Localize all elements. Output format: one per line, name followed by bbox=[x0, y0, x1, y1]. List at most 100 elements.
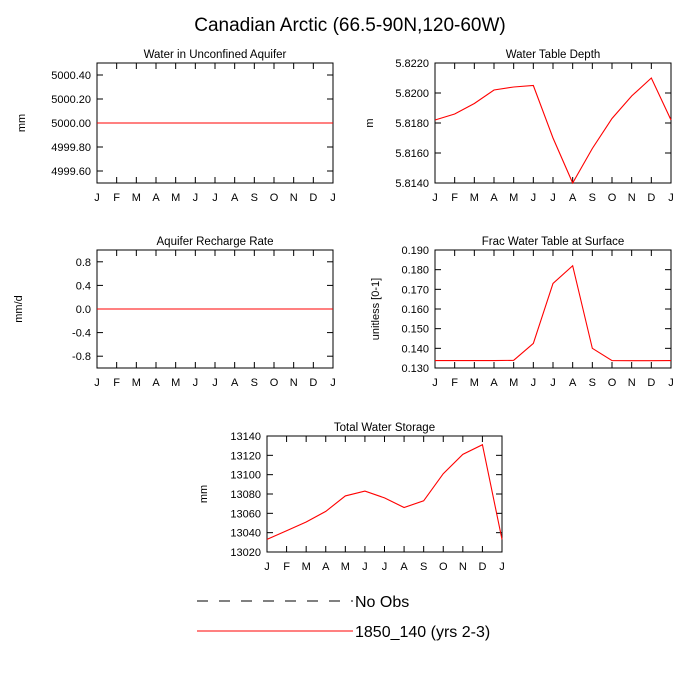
y-tick-label: 5.8220 bbox=[395, 58, 429, 70]
x-tick-label: F bbox=[451, 192, 458, 204]
x-tick-label: O bbox=[270, 192, 279, 204]
y-tick-label: 0.8 bbox=[76, 257, 91, 269]
panel-title: Water Table Depth bbox=[506, 49, 601, 61]
plot-frame bbox=[434, 249, 672, 369]
x-tick-label: A bbox=[231, 377, 239, 389]
y-axis-label: m bbox=[364, 118, 376, 127]
x-tick-label: S bbox=[251, 192, 258, 204]
x-tick-label: A bbox=[569, 192, 577, 204]
y-axis-label: mm bbox=[16, 114, 28, 132]
panel-title: Water in Unconfined Aquifer bbox=[144, 49, 287, 61]
x-tick-label: M bbox=[132, 377, 141, 389]
y-tick-label: 0.170 bbox=[401, 284, 429, 296]
y-tick-label: 0.4 bbox=[76, 280, 91, 292]
y-tick-label: 13120 bbox=[230, 450, 261, 462]
series-line bbox=[435, 264, 672, 362]
x-tick-label: D bbox=[647, 377, 655, 389]
x-tick-label: J bbox=[432, 377, 438, 389]
x-tick-label: D bbox=[647, 192, 655, 204]
x-tick-label: D bbox=[309, 192, 317, 204]
figure-title: Canadian Arctic (66.5-90N,120-60W) bbox=[194, 15, 506, 36]
x-tick-label: M bbox=[470, 192, 479, 204]
plot-frame bbox=[266, 435, 503, 553]
x-tick-label: O bbox=[439, 561, 448, 573]
x-tick-label: J bbox=[193, 192, 199, 204]
y-tick-label: 0.130 bbox=[401, 363, 429, 375]
x-tick-label: S bbox=[251, 377, 258, 389]
x-tick-label: J bbox=[264, 561, 270, 573]
x-tick-label: N bbox=[628, 192, 636, 204]
x-tick-label: N bbox=[290, 377, 298, 389]
x-tick-label: A bbox=[490, 377, 498, 389]
y-tick-label: 13080 bbox=[230, 489, 261, 501]
x-tick-label: S bbox=[589, 192, 596, 204]
x-tick-label: N bbox=[628, 377, 636, 389]
x-tick-label: M bbox=[509, 192, 518, 204]
x-tick-label: N bbox=[290, 192, 298, 204]
x-tick-label: J bbox=[531, 377, 537, 389]
x-tick-label: J bbox=[94, 377, 100, 389]
y-tick-label: 4999.80 bbox=[51, 142, 91, 154]
x-tick-label: J bbox=[550, 192, 556, 204]
x-tick-label: M bbox=[509, 377, 518, 389]
x-tick-label: M bbox=[171, 192, 180, 204]
y-tick-label: 13100 bbox=[230, 470, 261, 482]
x-tick-label: A bbox=[152, 192, 160, 204]
y-axis-label: mm/d bbox=[13, 295, 25, 323]
x-tick-label: J bbox=[382, 561, 388, 573]
x-tick-label: J bbox=[330, 377, 336, 389]
panel-title: Aquifer Recharge Rate bbox=[157, 236, 274, 248]
x-tick-label: F bbox=[283, 561, 290, 573]
y-tick-label: 0.190 bbox=[401, 245, 429, 257]
x-tick-label: M bbox=[171, 377, 180, 389]
x-tick-label: O bbox=[608, 192, 617, 204]
x-tick-label: S bbox=[589, 377, 596, 389]
x-tick-label: A bbox=[231, 192, 239, 204]
y-tick-label: 5.8180 bbox=[395, 118, 429, 130]
x-tick-label: J bbox=[499, 561, 505, 573]
x-tick-label: F bbox=[113, 192, 120, 204]
y-tick-label: 5.8140 bbox=[395, 178, 429, 190]
x-tick-label: A bbox=[322, 561, 330, 573]
x-tick-label: J bbox=[668, 377, 674, 389]
x-tick-label: J bbox=[193, 377, 199, 389]
legend-entry-1: No Obs bbox=[197, 594, 409, 611]
legend-entry-2: 1850_140 (yrs 2-3) bbox=[197, 624, 490, 641]
x-tick-label: J bbox=[212, 377, 218, 389]
y-tick-label: 0.160 bbox=[401, 304, 429, 316]
x-tick-label: M bbox=[341, 561, 350, 573]
y-tick-label: 0.150 bbox=[401, 324, 429, 336]
y-tick-label: 5.8160 bbox=[395, 148, 429, 160]
x-tick-label: D bbox=[478, 561, 486, 573]
y-tick-label: 4999.60 bbox=[51, 166, 91, 178]
y-tick-label: 0.140 bbox=[401, 343, 429, 355]
legend-label: 1850_140 (yrs 2-3) bbox=[355, 624, 490, 641]
x-tick-label: A bbox=[152, 377, 160, 389]
x-tick-label: F bbox=[113, 377, 120, 389]
x-tick-label: M bbox=[132, 192, 141, 204]
x-tick-label: J bbox=[94, 192, 100, 204]
x-tick-label: J bbox=[212, 192, 218, 204]
series-line bbox=[434, 77, 672, 185]
x-tick-label: M bbox=[302, 561, 311, 573]
y-tick-label: -0.8 bbox=[72, 351, 91, 363]
x-tick-label: F bbox=[451, 377, 458, 389]
y-tick-label: 5000.20 bbox=[51, 94, 91, 106]
x-tick-label: A bbox=[490, 192, 498, 204]
panel-title: Total Water Storage bbox=[334, 422, 435, 434]
y-axis-label: mm bbox=[198, 485, 210, 503]
x-tick-label: J bbox=[330, 192, 336, 204]
y-tick-label: 5000.40 bbox=[51, 70, 91, 82]
x-tick-label: J bbox=[531, 192, 537, 204]
x-tick-label: J bbox=[668, 192, 674, 204]
y-tick-label: 13020 bbox=[230, 547, 261, 559]
x-tick-label: A bbox=[569, 377, 577, 389]
x-tick-label: D bbox=[309, 377, 317, 389]
y-tick-label: 5.8200 bbox=[395, 88, 429, 100]
y-tick-label: 0.180 bbox=[401, 265, 429, 277]
